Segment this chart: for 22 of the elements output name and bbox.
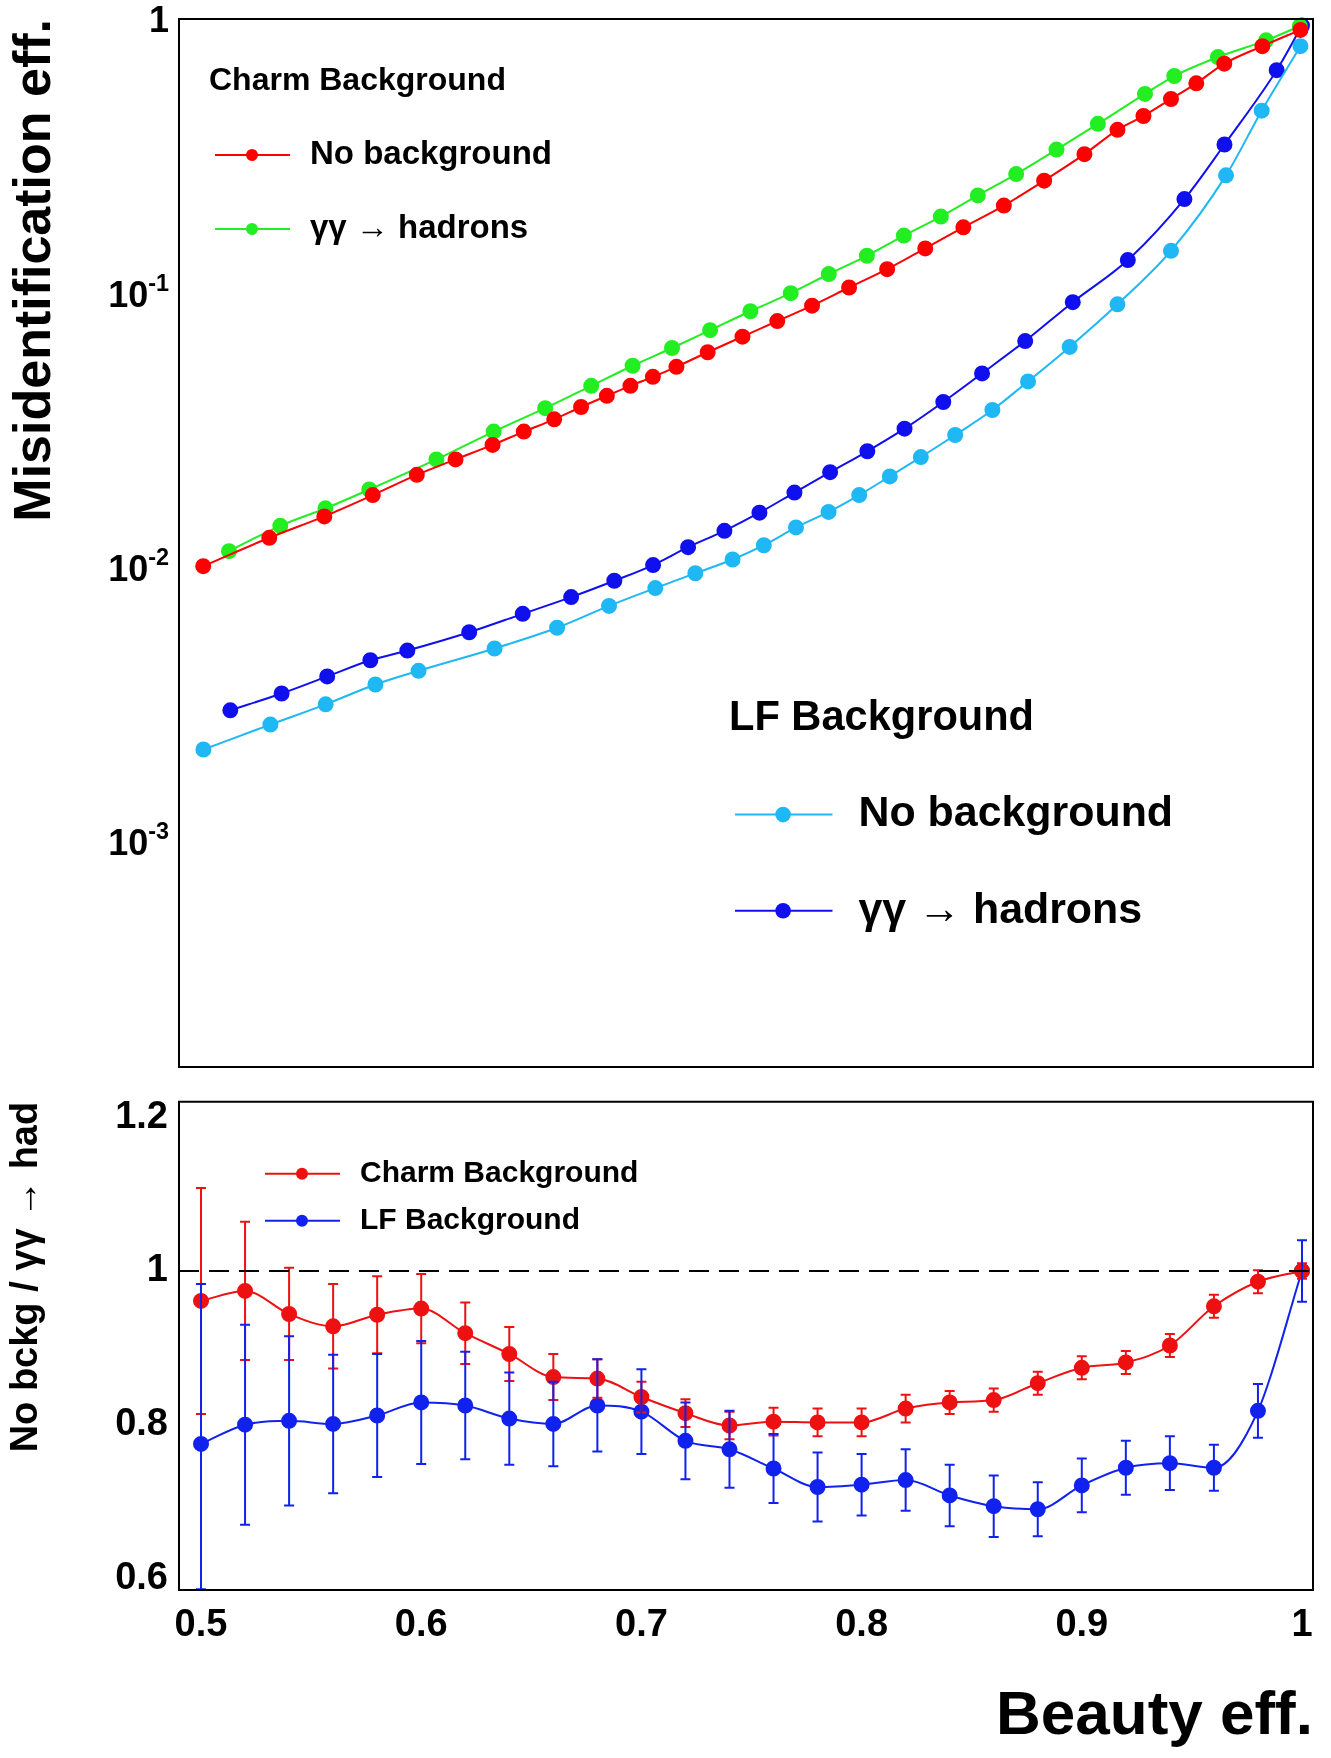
y-tick-label: 1.2 <box>115 1093 168 1136</box>
y-tick-label: 1 <box>146 1247 168 1290</box>
annotation: Charm Background <box>209 60 506 97</box>
legend-label: Charm Background <box>360 1155 639 1189</box>
y-axis-title: Misidentification eff. <box>2 19 61 522</box>
x-tick-label: 0.6 <box>394 1602 448 1645</box>
x-tick-label: 0.8 <box>835 1602 889 1645</box>
x-axis-title: Beauty eff. <box>996 1677 1313 1747</box>
annotation: LF Background <box>729 691 1035 739</box>
x-tick-label: 0.9 <box>1055 1602 1109 1645</box>
x-tick-label: 1 <box>1291 1602 1313 1645</box>
x-tick-label: 0.5 <box>174 1602 228 1645</box>
legend-label: γγ → hadrons <box>310 208 529 246</box>
y-tick-label: 0.6 <box>115 1554 168 1597</box>
legend-label: LF Background <box>360 1202 581 1236</box>
y-tick-label: 0.8 <box>115 1401 168 1444</box>
y-tick-label: 1 <box>148 0 170 41</box>
x-tick-label: 0.7 <box>614 1602 668 1645</box>
legend-label: No background <box>310 134 553 172</box>
legend-label: γγ → hadrons <box>858 883 1143 932</box>
legend-label: No background <box>858 787 1174 836</box>
y-axis-title: No bckg / γγ → had <box>3 1101 46 1453</box>
